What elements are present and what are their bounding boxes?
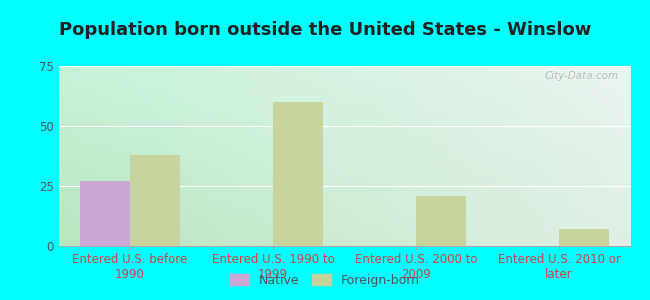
Bar [559, 229, 609, 246]
Text: Population born outside the United States - Winslow: Population born outside the United State… [58, 21, 592, 39]
Bar [273, 102, 323, 246]
Bar [130, 155, 180, 246]
Text: City-Data.com: City-Data.com [545, 71, 619, 81]
Bar [416, 196, 466, 246]
Legend: Native, Foreign-born: Native, Foreign-born [226, 270, 424, 291]
Bar [80, 181, 130, 246]
